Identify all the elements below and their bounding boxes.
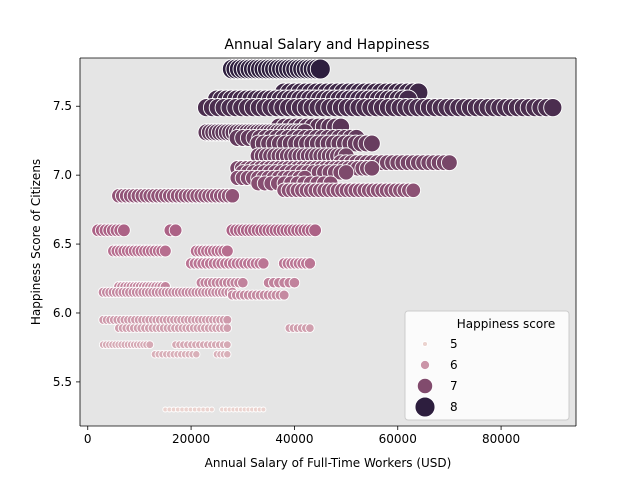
data-point xyxy=(208,406,215,413)
data-point xyxy=(363,134,381,153)
x-tick-label: 80000 xyxy=(482,432,520,446)
data-point xyxy=(117,223,131,238)
data-point xyxy=(222,323,233,333)
data-point xyxy=(288,276,301,289)
y-tick-label: 5.5 xyxy=(53,375,72,389)
data-point xyxy=(222,340,232,350)
data-point xyxy=(237,276,249,289)
y-axis-ticks: 5.5 6.0 6.5 7.0 7.5 xyxy=(53,99,80,389)
data-point xyxy=(337,164,355,181)
x-axis-label: Annual Salary of Full-Time Workers (USD) xyxy=(205,456,452,470)
legend-marker xyxy=(422,341,428,347)
data-point xyxy=(223,350,232,359)
data-point xyxy=(309,58,331,80)
x-tick-label: 0 xyxy=(84,432,92,446)
y-tick-label: 7.5 xyxy=(53,99,72,113)
legend-marker xyxy=(416,377,434,395)
data-point xyxy=(158,244,172,258)
x-tick-label: 40000 xyxy=(275,432,313,446)
y-tick-label: 6.0 xyxy=(53,306,72,320)
legend-box xyxy=(404,310,570,421)
data-point xyxy=(220,244,234,258)
legend-entries: 5 6 7 8 xyxy=(414,337,458,418)
legend-label: 7 xyxy=(450,379,458,393)
data-point xyxy=(257,257,270,270)
legend-label: 8 xyxy=(450,400,458,414)
data-point xyxy=(405,182,422,199)
data-point xyxy=(222,314,233,325)
data-point xyxy=(278,289,290,301)
data-point xyxy=(308,223,322,238)
data-point xyxy=(543,98,563,118)
x-tick-label: 20000 xyxy=(172,432,210,446)
x-axis-ticks: 0 20000 40000 60000 80000 xyxy=(84,426,520,446)
data-point xyxy=(224,188,241,204)
legend-marker xyxy=(419,359,431,371)
data-point xyxy=(168,223,183,238)
y-tick-label: 6.5 xyxy=(53,237,72,251)
data-point xyxy=(303,257,317,270)
legend: Happiness score 5 6 7 8 xyxy=(404,310,570,421)
legend-label: 6 xyxy=(450,358,458,372)
data-point xyxy=(260,406,267,413)
legend-title: Happiness score xyxy=(457,317,556,331)
legend-label: 5 xyxy=(450,337,458,351)
y-axis-label: Happiness Score of Citizens xyxy=(29,159,43,325)
data-point xyxy=(441,154,458,172)
data-point xyxy=(145,340,155,350)
x-tick-label: 60000 xyxy=(379,432,417,446)
data-point xyxy=(305,323,315,333)
legend-marker xyxy=(414,396,436,418)
chart-title: Annual Salary and Happiness xyxy=(224,37,429,53)
y-tick-label: 7.0 xyxy=(53,168,72,182)
data-point xyxy=(192,350,201,359)
scatter-points xyxy=(91,58,563,413)
data-point xyxy=(363,160,381,177)
